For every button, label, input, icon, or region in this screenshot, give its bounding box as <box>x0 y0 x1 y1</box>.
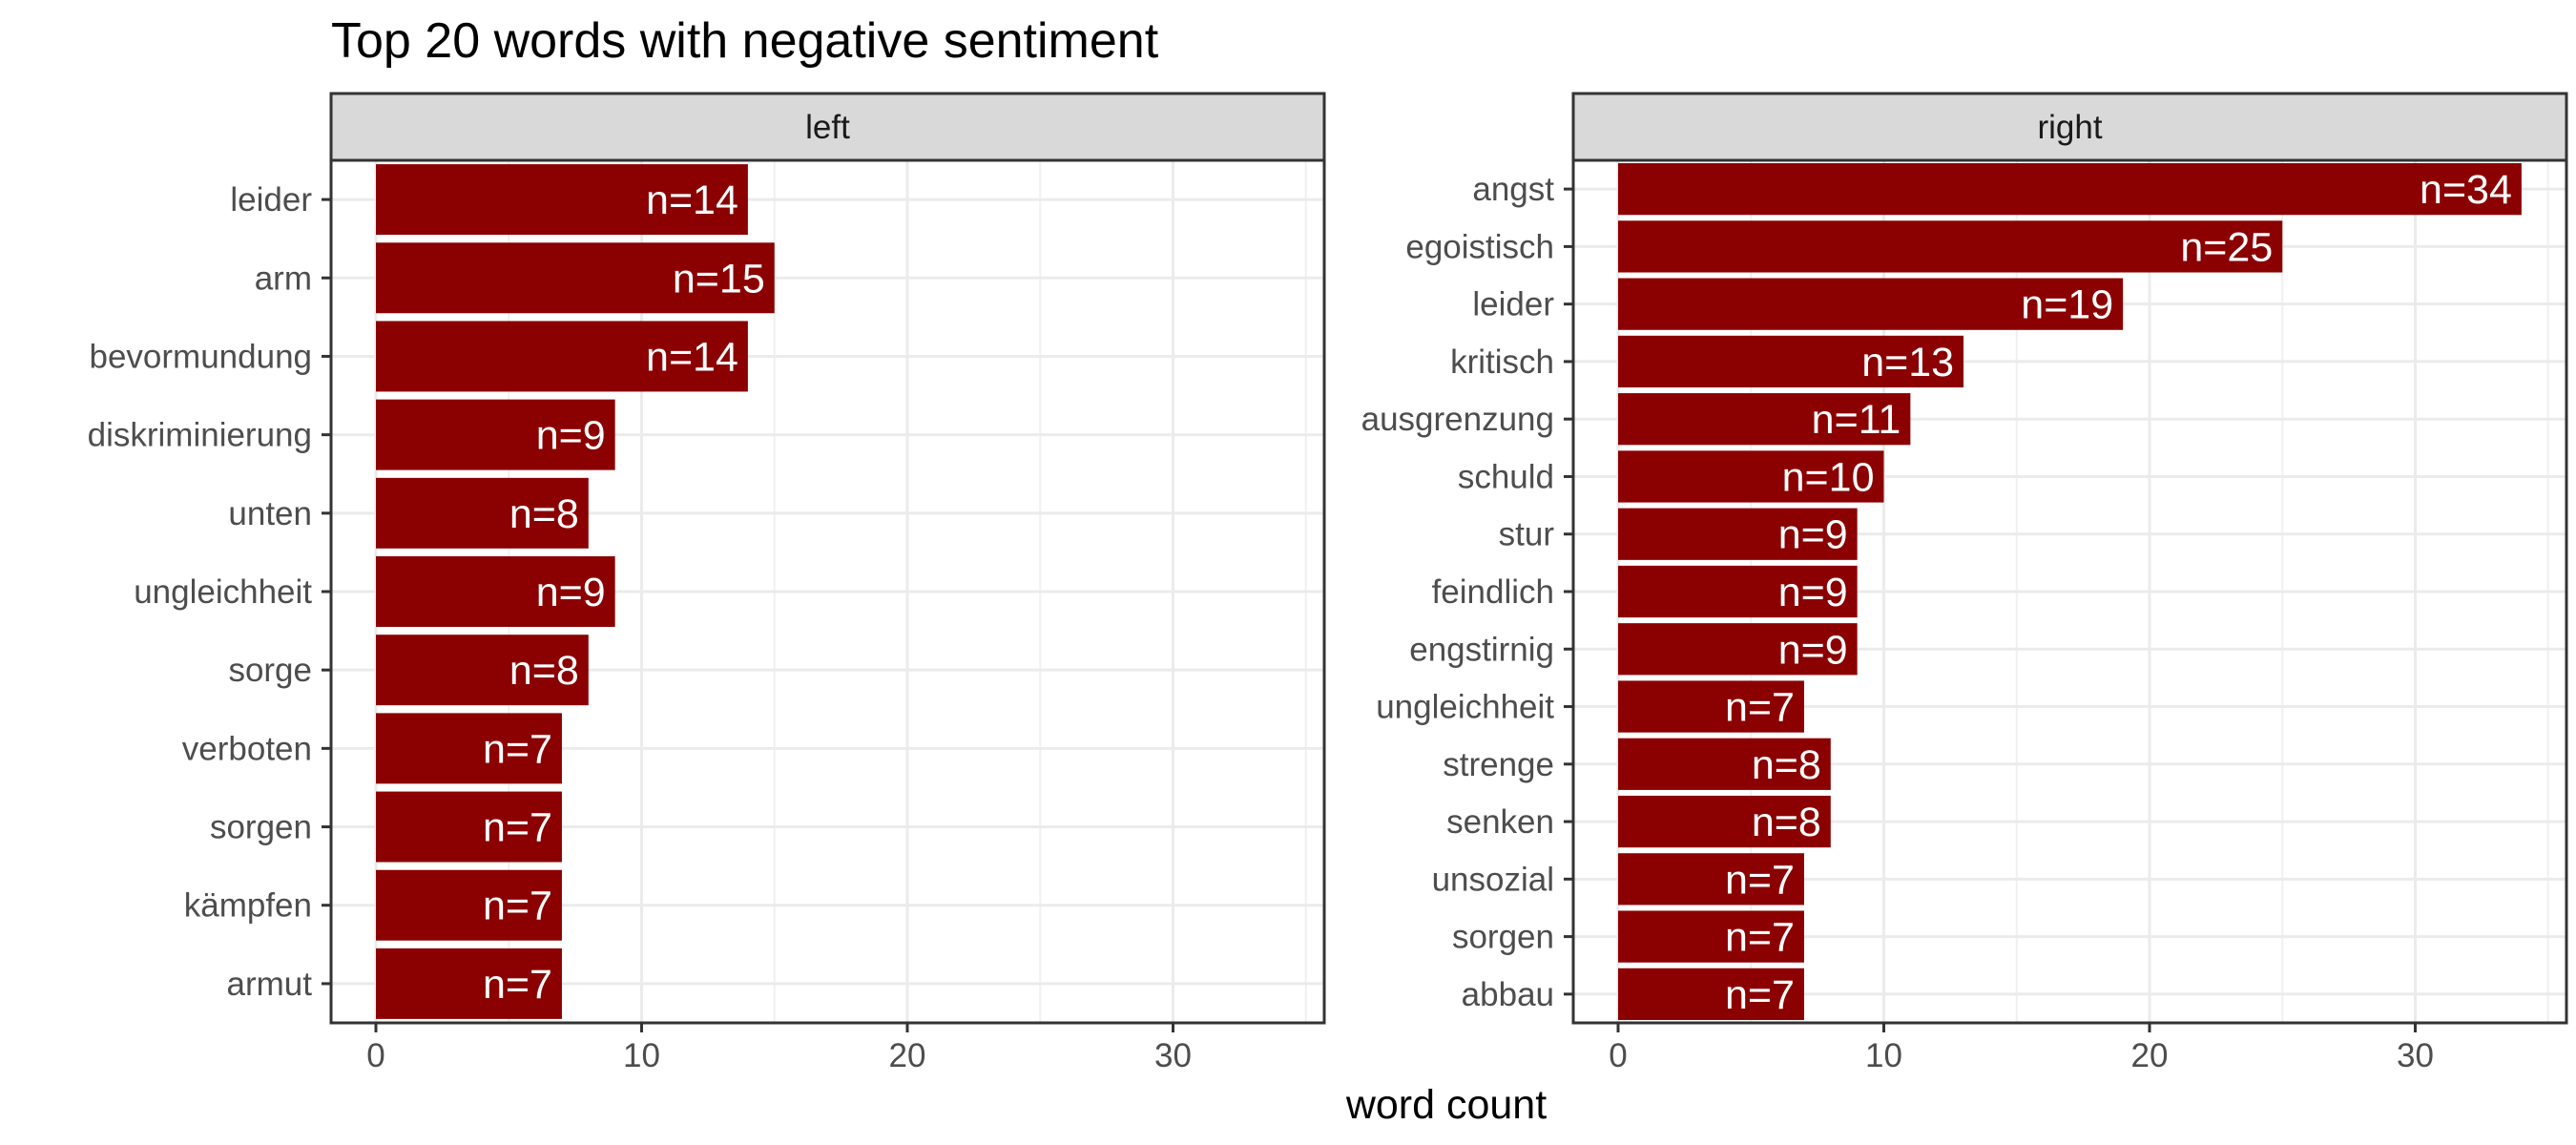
bar-engstirnig <box>1618 623 1858 676</box>
facet-strip-label: right <box>2037 109 2102 146</box>
y-tick-label: leider <box>1472 286 1554 323</box>
bar-kämpfen <box>376 869 562 941</box>
y-tick-label: egoistisch <box>1405 228 1554 265</box>
bar-label: n=8 <box>1752 800 1821 845</box>
y-tick-label: senken <box>1446 803 1554 841</box>
bar-label: n=7 <box>483 884 552 929</box>
bar-label: n=8 <box>509 491 579 537</box>
y-tick-label: leider <box>230 181 312 219</box>
y-tick-label: armut <box>227 966 313 1003</box>
facet-strip <box>1571 92 2568 162</box>
bar-label: n=7 <box>1725 915 1795 961</box>
bar-label: n=9 <box>536 570 606 615</box>
bar-armut <box>376 947 562 1019</box>
bar-label: n=8 <box>509 648 579 694</box>
bar-label: n=9 <box>536 413 606 459</box>
y-tick-label: angst <box>1472 171 1554 208</box>
bar-verboten <box>376 713 562 784</box>
y-tick-label: schuld <box>1458 458 1554 495</box>
bar-label: n=34 <box>2420 167 2512 213</box>
x-tick-label: 20 <box>2131 1037 2169 1074</box>
y-tick-label: diskriminierung <box>88 417 312 454</box>
y-tick-label: kritisch <box>1450 344 1554 381</box>
y-tick-label: feindlich <box>1432 573 1554 611</box>
bar-sorgen <box>376 791 562 863</box>
y-tick-label: unsozial <box>1432 861 1554 898</box>
y-tick-label: ungleichheit <box>1376 689 1554 726</box>
x-tick-label: 30 <box>2397 1037 2434 1074</box>
panel-right: n=34 angst n=25 egoistisch n=19 leider n=13 kri… <box>1361 92 2568 1074</box>
bar-label: n=14 <box>646 177 738 223</box>
y-tick-label: engstirnig <box>1409 631 1554 668</box>
bar-angst <box>1618 163 2522 216</box>
bar-label: n=25 <box>2180 224 2273 270</box>
bar-senken <box>1618 795 1831 848</box>
bar-label: n=7 <box>483 805 552 851</box>
chart-title: Top 20 words with negative sentiment <box>331 13 1159 69</box>
y-tick-label: sorgen <box>210 809 312 846</box>
y-tick-label: ungleichheit <box>134 573 312 611</box>
bar-bevormundung <box>376 321 748 392</box>
bar-sorge <box>376 635 589 706</box>
y-tick-label: strenge <box>1443 746 1554 783</box>
y-tick-label: stur <box>1499 516 1555 553</box>
bar-label: n=13 <box>1861 340 1954 385</box>
x-tick-label: 0 <box>1609 1037 1627 1074</box>
panel-left: n=14 leider n=15 arm n=14 bevormundung n=9 disk… <box>88 92 1326 1074</box>
bar-label: n=10 <box>1782 454 1875 500</box>
bar-stur <box>1618 508 1858 560</box>
y-tick-label: sorgen <box>1452 919 1554 956</box>
bar-schuld <box>1618 450 1884 503</box>
bar-abbau <box>1618 968 1804 1020</box>
bar-leider <box>376 164 748 236</box>
bar-label: n=9 <box>1778 512 1848 558</box>
bar-unsozial <box>1618 853 1804 906</box>
x-tick-label: 30 <box>1154 1037 1192 1074</box>
bar-kritisch <box>1618 335 1964 388</box>
bar-label: n=8 <box>1752 742 1821 788</box>
bar-unten <box>376 477 589 549</box>
bar-ausgrenzung <box>1618 393 1911 446</box>
y-tick-label: bevormundung <box>90 338 313 375</box>
bar-label: n=7 <box>483 726 552 772</box>
bar-label: n=7 <box>1725 857 1795 903</box>
facet-strip <box>329 92 1326 162</box>
bar-ungleichheit <box>376 556 615 627</box>
y-tick-label: ausgrenzung <box>1361 401 1554 438</box>
bar-feindlich <box>1618 565 1858 618</box>
x-tick-label: 10 <box>623 1037 660 1074</box>
bar-label: n=9 <box>1778 627 1848 673</box>
bar-label: n=14 <box>646 334 738 380</box>
x-axis-label: word count <box>1345 1082 1547 1128</box>
x-tick-label: 20 <box>889 1037 926 1074</box>
y-tick-label: verboten <box>182 730 312 767</box>
bar-label: n=19 <box>2021 282 2113 328</box>
bar-strenge <box>1618 738 1831 790</box>
y-tick-label: unten <box>228 495 312 532</box>
facet-panels: n=14 leider n=15 arm n=14 bevormundung n=9 disk… <box>88 92 2568 1074</box>
bar-egoistisch <box>1618 220 2283 273</box>
y-tick-label: arm <box>255 260 312 297</box>
facet-strip-label: left <box>805 109 850 146</box>
bar-label: n=9 <box>1778 570 1848 615</box>
bar-ungleichheit <box>1618 680 1804 733</box>
bar-arm <box>376 242 775 314</box>
bar-label: n=15 <box>673 256 765 302</box>
x-tick-label: 0 <box>366 1037 384 1074</box>
bar-label: n=7 <box>1725 685 1795 731</box>
x-tick-label: 10 <box>1865 1037 1902 1074</box>
y-tick-label: kämpfen <box>184 887 312 925</box>
bar-label: n=7 <box>483 962 552 1008</box>
y-tick-label: sorge <box>228 652 312 689</box>
bar-diskriminierung <box>376 399 615 470</box>
bar-leider <box>1618 278 2124 330</box>
bar-label: n=7 <box>1725 972 1795 1018</box>
bar-sorgen <box>1618 910 1804 963</box>
y-tick-label: abbau <box>1462 976 1554 1013</box>
bar-label: n=11 <box>1812 397 1901 443</box>
